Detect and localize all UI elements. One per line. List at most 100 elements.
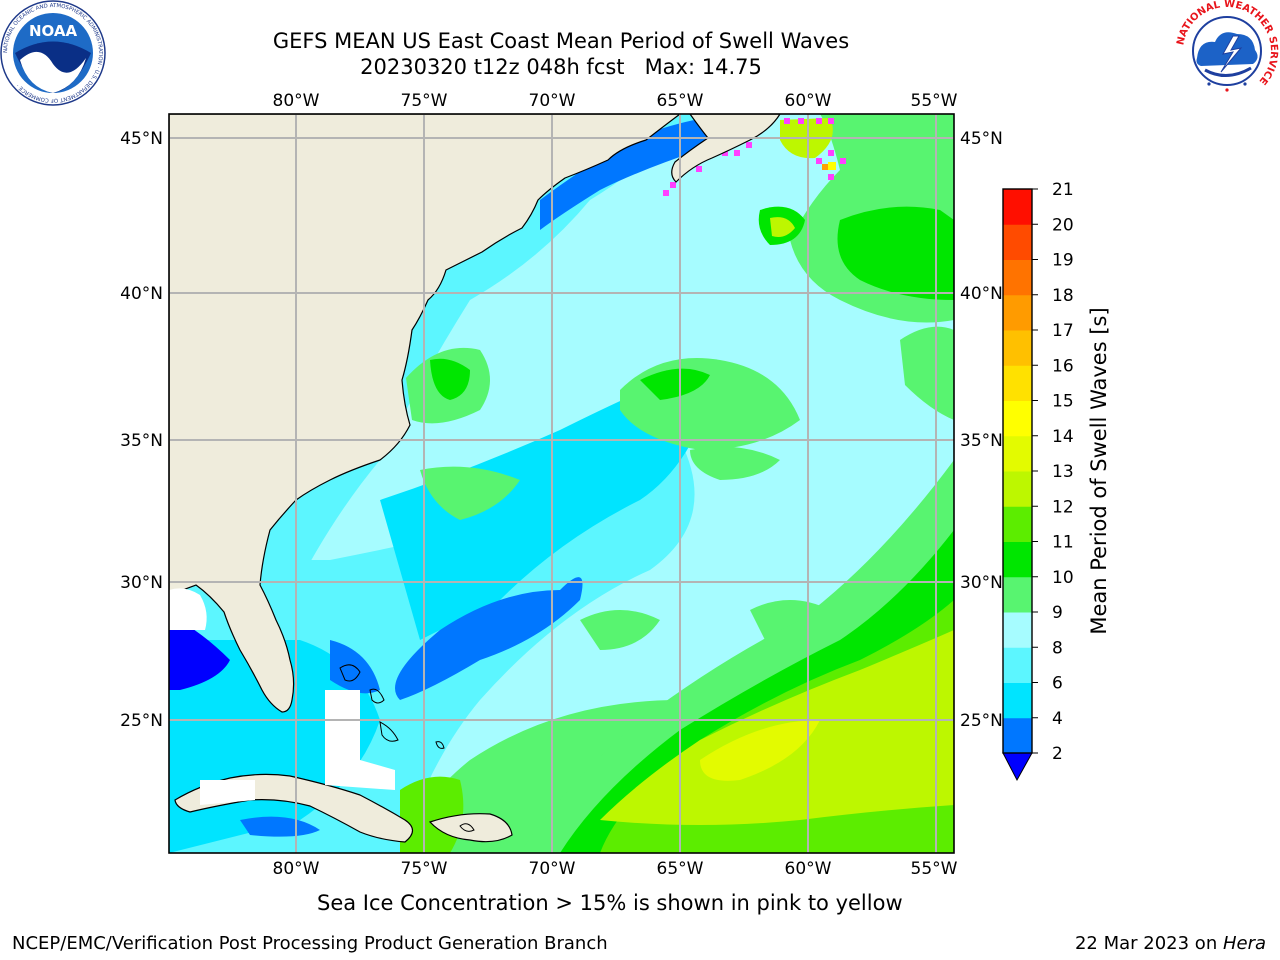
swell-field-darkgreen-northeast: [837, 206, 954, 300]
colorbar-cell: [1003, 435, 1032, 472]
gulf-white-patch: [169, 588, 207, 630]
sea-ice-marker: [828, 150, 834, 156]
lon-label-top: 75°W: [401, 91, 448, 111]
colorbar-tick-label: 17: [1052, 321, 1074, 341]
island-outline: [339, 664, 361, 682]
colorbar-tick-label: 12: [1052, 497, 1074, 517]
sea-ice-marker: [734, 150, 740, 156]
colorbar-tick-label: 10: [1052, 568, 1074, 588]
colorbar-tick-label: 15: [1052, 392, 1074, 412]
sea-ice-marker: [696, 166, 702, 172]
lat-label-right: 35°N: [960, 431, 1003, 451]
sea-ice-mid-marker: [822, 164, 828, 170]
colorbar-tick-label: 18: [1052, 286, 1074, 306]
lon-label-bottom: 80°W: [273, 859, 320, 879]
swell-field-blue-cuba: [240, 816, 320, 837]
colorbar-cell: [1003, 541, 1032, 578]
swell-field-blue-gulf-maine: [540, 116, 720, 230]
swell-field-yellowgreen-sable: [770, 217, 795, 237]
colorbar-tick-label: 9: [1052, 603, 1063, 623]
lon-label-bottom: 60°W: [785, 859, 832, 879]
colorbar-cell: [1003, 612, 1032, 648]
swell-field-darkgreen-hatteras: [430, 358, 470, 400]
colorbar-tick-label: 6: [1052, 674, 1063, 694]
lon-label-top: 70°W: [529, 91, 576, 111]
sea-ice-marker: [784, 118, 790, 124]
colorbar-tick-label: 13: [1052, 462, 1074, 482]
footer-credit: NCEP/EMC/Verification Post Processing Pr…: [12, 933, 608, 954]
swell-field-green-patch: [580, 610, 660, 650]
island-outline: [435, 741, 445, 749]
nws-logo: NATIONAL WEATHER SERVICE: [1175, 0, 1279, 101]
sea-ice-marker: [816, 158, 822, 164]
lon-label-bottom: 55°W: [911, 859, 958, 879]
colorbar-cell: [1003, 294, 1032, 331]
sea-ice-marker: [840, 158, 846, 164]
swell-field-yellow-southeast: [700, 720, 820, 781]
lat-label-left: 25°N: [120, 711, 163, 731]
colorbar-cell: [1003, 717, 1032, 754]
colorbar-cell: [1003, 189, 1032, 225]
colorbar-cell: [1003, 471, 1032, 507]
sea-ice-marker: [816, 118, 822, 124]
sea-ice-high-marker: [828, 162, 836, 170]
sea-ice-markers: [663, 118, 846, 196]
lat-label-right: 45°N: [960, 129, 1003, 149]
colorbar-cell: [1003, 506, 1032, 542]
colorbar-under-arrow: [1002, 752, 1033, 782]
sea-ice-marker: [663, 190, 669, 196]
sea-ice-marker: [670, 182, 676, 188]
colorbar-cell: [1003, 259, 1032, 296]
graticule: [169, 114, 954, 853]
colorbar-tick-label: 2: [1052, 744, 1063, 764]
colorbar-cell: [1003, 682, 1032, 719]
chart-subtitle: 20230320 t12z 048h fcst Max: 14.75: [360, 55, 762, 79]
colorbar-label: Mean Period of Swell Waves [s]: [1087, 307, 1111, 634]
colorbar-tick-label: 19: [1052, 251, 1074, 271]
swell-field-aqua: [380, 360, 720, 640]
colorbar-tick-label: 8: [1052, 638, 1063, 658]
swell-field-darkgreen-mid: [640, 368, 710, 400]
colorbar-tick-label: 16: [1052, 356, 1074, 376]
lon-label-top: 80°W: [273, 91, 320, 111]
island-outline: [379, 721, 399, 742]
lat-label-left: 35°N: [120, 431, 163, 451]
lat-label-left: 45°N: [120, 129, 163, 149]
lon-label-top: 60°W: [785, 91, 832, 111]
colorbar-tick-label: 20: [1052, 215, 1074, 235]
colorbar-tick-label: 21: [1052, 180, 1074, 200]
lat-label-left: 40°N: [120, 284, 163, 304]
lat-label-right: 25°N: [960, 711, 1003, 731]
island-outline: [459, 823, 475, 832]
sea-ice-marker: [828, 174, 834, 180]
footer-date-text: 22 Mar 2023 on: [1074, 933, 1223, 954]
colorbar-tick-label: 4: [1052, 709, 1063, 729]
cuba-white-patch: [200, 780, 255, 805]
swell-field-deep-blue-gulf: [169, 615, 230, 690]
colorbar-cell: [1003, 400, 1032, 437]
land-hispaniola: [428, 813, 513, 843]
sea-ice-marker: [798, 118, 804, 124]
sea-ice-marker: [722, 150, 728, 156]
map-frame: [168, 113, 955, 854]
lon-label-bottom: 65°W: [657, 859, 704, 879]
lon-label-top: 65°W: [657, 91, 704, 111]
island-outline: [369, 688, 385, 704]
swell-field-green-bermuda-w: [420, 466, 520, 520]
colorbar-cell: [1003, 576, 1032, 613]
lat-label-right: 40°N: [960, 284, 1003, 304]
island-outlines: [339, 664, 475, 832]
swell-field-blue-bahamas: [395, 577, 583, 700]
colorbar-cell: [1003, 365, 1032, 401]
noaa-logo-text: NOAA: [29, 22, 78, 40]
lat-label-right: 30°N: [960, 573, 1003, 593]
sea-ice-note: Sea Ice Concentration > 15% is shown in …: [317, 891, 903, 915]
sea-ice-marker: [828, 118, 834, 124]
swell-field-green-bermuda-e: [690, 446, 780, 480]
lon-label-bottom: 70°W: [529, 859, 576, 879]
footer-host: Hera: [1222, 933, 1266, 954]
colorbar-cell: [1003, 224, 1032, 260]
footer-date: 22 Mar 2023 on Hera: [1075, 933, 1266, 954]
